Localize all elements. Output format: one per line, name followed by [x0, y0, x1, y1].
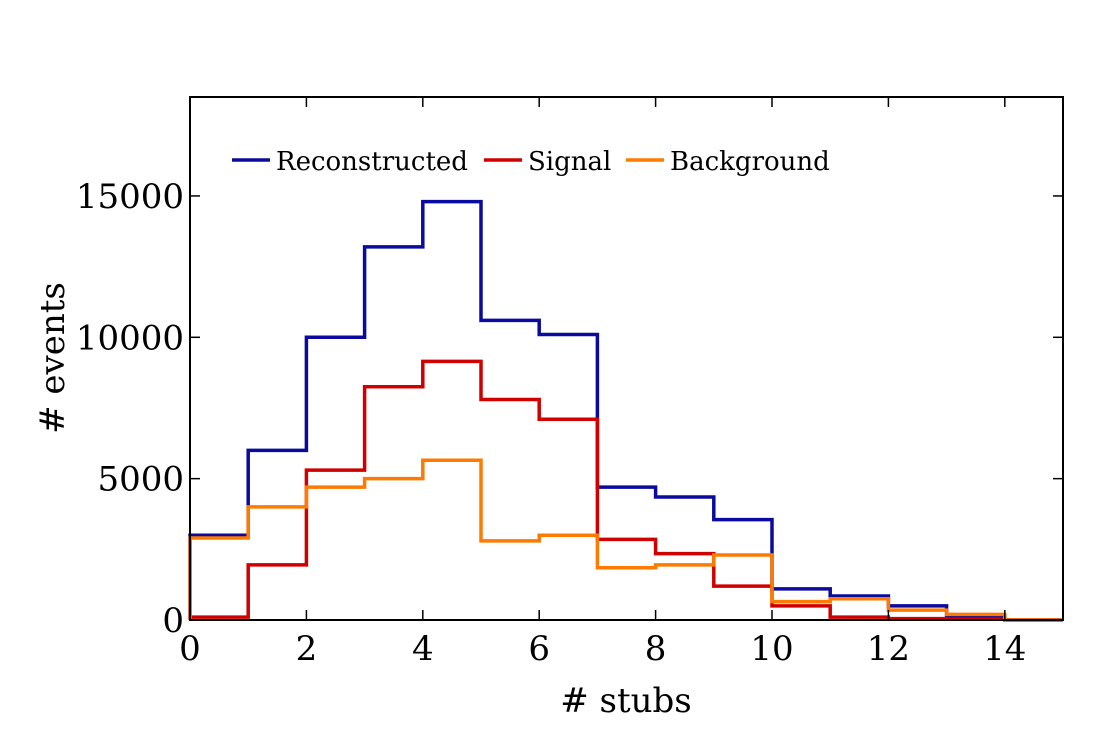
x-tick-label: 4	[412, 629, 434, 669]
legend-label-signal: Signal	[528, 147, 611, 177]
x-tick-label: 2	[296, 629, 318, 669]
y-tick-label: 5000	[97, 460, 184, 500]
legend-label-background: Background	[670, 147, 830, 177]
x-tick-label: 0	[179, 629, 201, 669]
y-tick-label: 10000	[76, 318, 184, 358]
x-tick-label: 10	[750, 629, 793, 669]
x-tick-label: 14	[983, 629, 1026, 669]
y-axis-ticks: 0 5000 10000 15000	[76, 177, 1063, 641]
legend: Reconstructed Signal Background	[232, 147, 830, 177]
y-tick-label: 15000	[76, 177, 184, 217]
y-tick-label: 0	[162, 601, 184, 641]
plot-area	[190, 97, 1063, 620]
x-tick-label: 12	[867, 629, 910, 669]
legend-label-reconstructed: Reconstructed	[276, 147, 468, 177]
y-axis-title: # events	[33, 282, 73, 434]
plot-frame	[189, 96, 1064, 621]
x-tick-label: 8	[645, 629, 667, 669]
x-axis-ticks: 0 2 4 6 8 10 12 14	[179, 97, 1026, 669]
x-axis-title: # stubs	[560, 681, 692, 721]
x-tick-label: 6	[528, 629, 550, 669]
